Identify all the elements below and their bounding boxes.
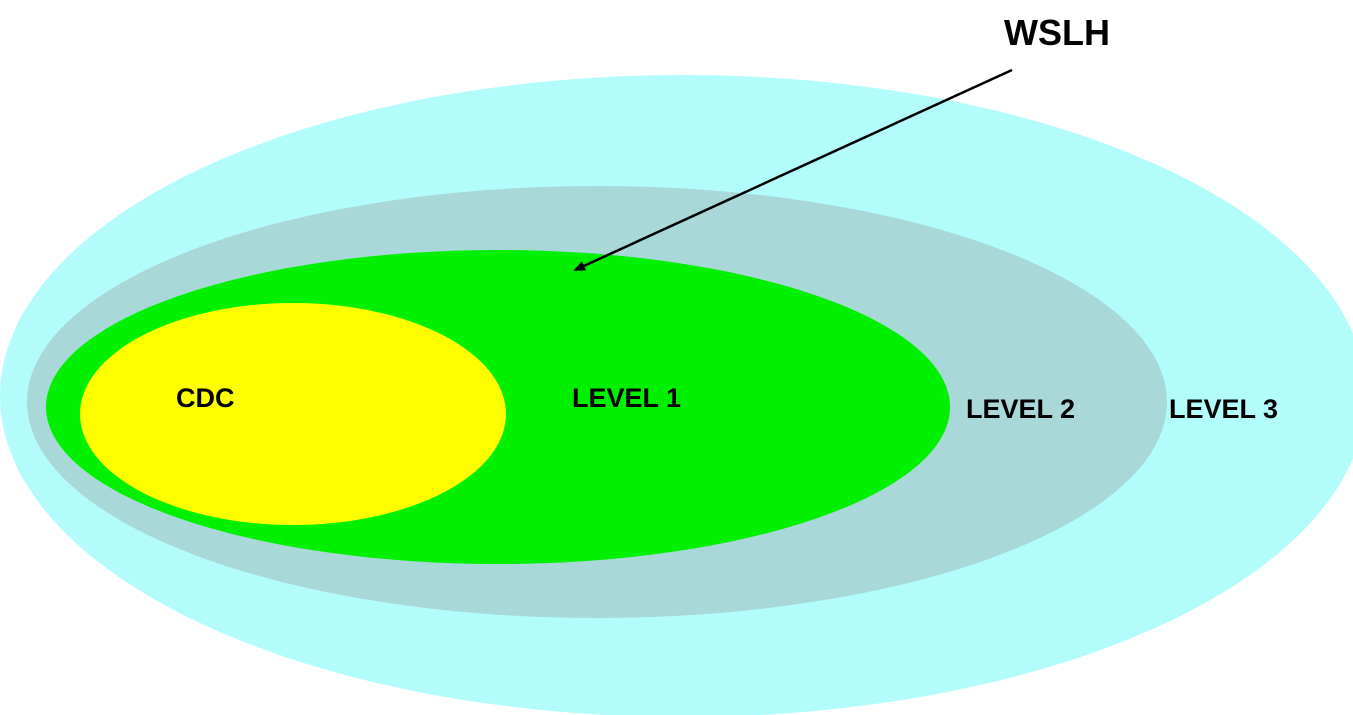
level-1-label: LEVEL 1 — [572, 383, 681, 413]
level-3-label: LEVEL 3 — [1169, 394, 1278, 424]
level-2-label: LEVEL 2 — [966, 394, 1075, 424]
wslh-label: WSLH — [1004, 12, 1110, 53]
cdc-label: CDC — [176, 383, 235, 413]
wslh-callout-arrow — [573, 68, 1013, 272]
cdc-ellipse — [80, 303, 506, 525]
